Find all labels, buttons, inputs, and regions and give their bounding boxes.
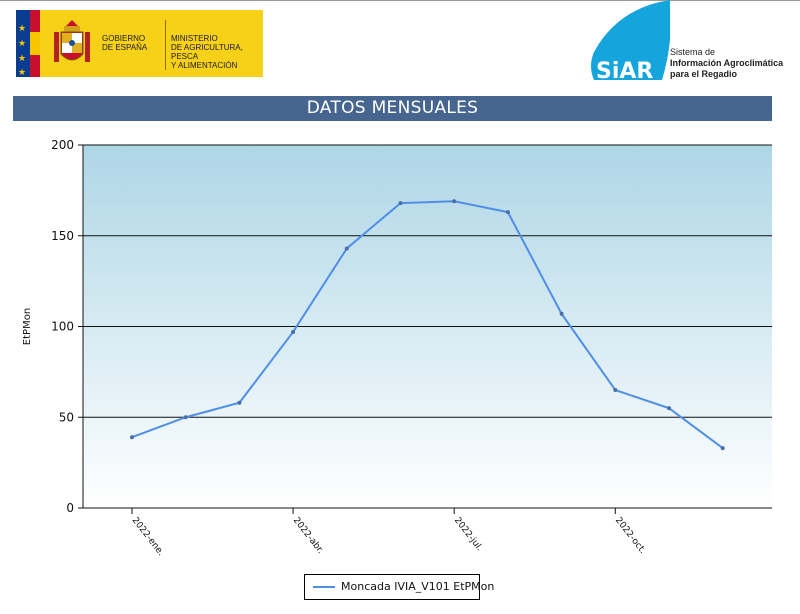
- y-tick-label: 50: [59, 410, 74, 424]
- data-point: [344, 246, 349, 251]
- y-tick-label: 100: [51, 320, 74, 334]
- siar-description: Sistema de Información Agroclimática par…: [670, 47, 784, 79]
- government-logo: ★ ★ ★ ★ GOBIERNO DE ESPAÑA MINISTERIO DE…: [16, 10, 263, 77]
- data-point: [237, 400, 242, 405]
- x-tick-label: 2022-oct.: [613, 516, 647, 556]
- siar-wordmark: SiAR: [596, 59, 653, 82]
- x-tick-label: 2022-ene.: [130, 516, 166, 558]
- line-chart: 0 50 100 150 200 2022-ene. 2022-abr. 2022-jul. 2…: [22, 138, 772, 558]
- siar-drop-icon: SiAR: [591, 0, 671, 84]
- data-point: [505, 210, 510, 215]
- ministry-name-text: MINISTERIO DE AGRICULTURA, PESCA Y ALIME…: [171, 34, 243, 70]
- y-tick-label: 200: [51, 138, 74, 152]
- gov-name-text: GOBIERNO DE ESPAÑA: [102, 34, 148, 52]
- chart-legend: Moncada IVIA_V101 EtPMon: [304, 574, 494, 600]
- data-point: [720, 446, 725, 451]
- legend-entry: Moncada IVIA_V101 EtPMon: [341, 580, 495, 593]
- x-tick-label: 2022-jul.: [452, 516, 484, 553]
- siar-logo: SiAR Sistema de Información Agroclimátic…: [588, 0, 788, 84]
- y-axis-label: EtPMon: [22, 308, 33, 345]
- data-point: [452, 199, 457, 204]
- data-point: [398, 201, 403, 206]
- y-tick-label: 0: [66, 501, 74, 515]
- data-point: [613, 388, 618, 393]
- y-tick-label: 150: [51, 229, 74, 243]
- legend-swatch: [313, 586, 335, 588]
- data-point: [183, 415, 188, 420]
- top-border: [0, 0, 800, 1]
- data-point: [667, 406, 671, 411]
- data-point: [130, 435, 134, 440]
- eu-flag-icon: ★ ★ ★ ★: [16, 10, 40, 77]
- page-title: DATOS MENSUALES: [13, 96, 772, 121]
- coat-of-arms-icon: [54, 20, 90, 62]
- data-point: [291, 329, 296, 334]
- x-tick-label: 2022-abr.: [291, 516, 325, 556]
- series-line: [131, 200, 724, 449]
- data-point: [559, 311, 564, 316]
